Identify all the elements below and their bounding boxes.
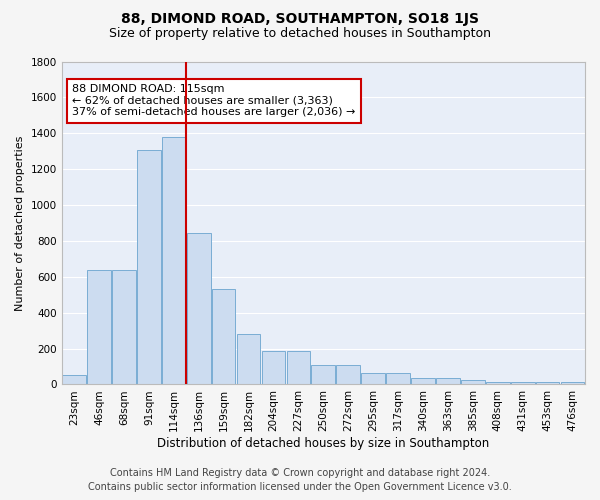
Bar [361, 373, 385, 384]
Bar [262, 352, 286, 384]
Bar [187, 233, 211, 384]
Bar [486, 382, 509, 384]
Bar [137, 150, 161, 384]
Bar [561, 382, 584, 384]
Bar [311, 364, 335, 384]
Bar [337, 364, 360, 384]
Bar [212, 290, 235, 384]
Bar [436, 378, 460, 384]
Bar [112, 270, 136, 384]
Bar [411, 378, 435, 384]
X-axis label: Distribution of detached houses by size in Southampton: Distribution of detached houses by size … [157, 437, 490, 450]
Text: Contains HM Land Registry data © Crown copyright and database right 2024.
Contai: Contains HM Land Registry data © Crown c… [88, 468, 512, 492]
Bar [461, 380, 485, 384]
Bar [162, 137, 185, 384]
Y-axis label: Number of detached properties: Number of detached properties [15, 136, 25, 310]
Bar [287, 352, 310, 384]
Bar [62, 376, 86, 384]
Bar [87, 270, 111, 384]
Bar [536, 382, 559, 384]
Bar [511, 382, 535, 384]
Text: Size of property relative to detached houses in Southampton: Size of property relative to detached ho… [109, 28, 491, 40]
Bar [237, 334, 260, 384]
Text: 88 DIMOND ROAD: 115sqm
← 62% of detached houses are smaller (3,363)
37% of semi-: 88 DIMOND ROAD: 115sqm ← 62% of detached… [72, 84, 356, 117]
Text: 88, DIMOND ROAD, SOUTHAMPTON, SO18 1JS: 88, DIMOND ROAD, SOUTHAMPTON, SO18 1JS [121, 12, 479, 26]
Bar [386, 373, 410, 384]
